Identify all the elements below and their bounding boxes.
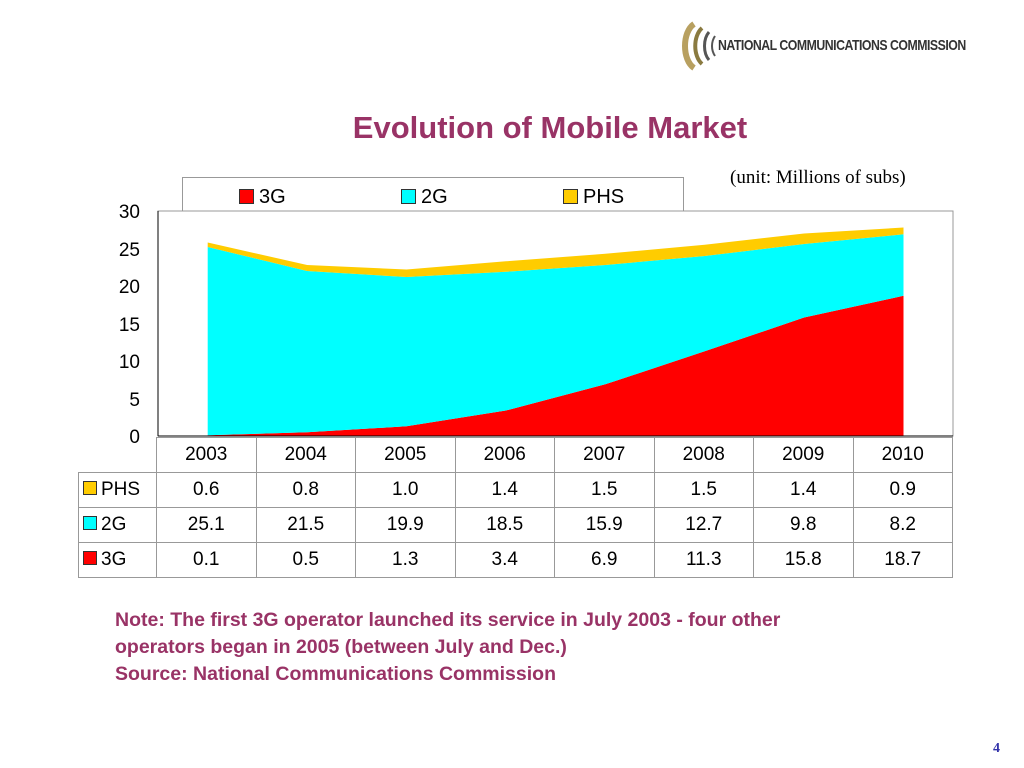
table-cell: 19.9 xyxy=(355,507,456,543)
table-cell: 0.5 xyxy=(255,542,356,578)
table-cell: 18.5 xyxy=(454,507,555,543)
y-tick-label: 25 xyxy=(118,240,140,261)
table-cell: 12.7 xyxy=(653,507,754,543)
legend-swatch-2g xyxy=(401,188,416,204)
y-tick-label: 15 xyxy=(118,315,140,336)
unit-label: (unit: Millions of subs) xyxy=(730,167,906,188)
table-row-3g: 3G 0.1 0.5 1.3 3.4 6.9 11.3 15.8 18.7 xyxy=(78,542,953,578)
legend-swatch-3g xyxy=(239,188,254,204)
y-tick-label: 20 xyxy=(118,277,140,298)
table-cell: 1.0 xyxy=(355,472,456,508)
table-cell: 9.8 xyxy=(753,507,854,543)
page-number: 4 xyxy=(993,741,1000,756)
note-block: Note: The first 3G operator launched its… xyxy=(115,607,975,688)
area-series-2g xyxy=(207,234,904,436)
legend-label-3g: 3G xyxy=(259,186,286,208)
y-tick-label: 30 xyxy=(118,202,140,223)
table-cell: 1.3 xyxy=(355,542,456,578)
legend-label-2g: 2G xyxy=(421,186,448,208)
table-cell: 21.5 xyxy=(255,507,356,543)
year-header: 2006 xyxy=(454,437,555,473)
area-layer xyxy=(207,227,904,436)
row-label: 2G xyxy=(101,514,127,535)
table-cell: 0.6 xyxy=(156,472,257,508)
y-tick-label: 5 xyxy=(129,390,140,411)
year-header: 2003 xyxy=(156,437,257,473)
year-header: 2009 xyxy=(753,437,854,473)
table-cell: 6.9 xyxy=(554,542,655,578)
table-row-phs: PHS 0.6 0.8 1.0 1.4 1.5 1.5 1.4 0.9 xyxy=(78,472,953,508)
row-swatch-2g xyxy=(83,516,97,531)
legend-item-3g: 3G xyxy=(239,186,286,209)
year-header: 2005 xyxy=(355,437,456,473)
area-series-phs xyxy=(207,227,904,277)
source-line: Source: National Communications Commissi… xyxy=(115,663,556,685)
year-header: 2007 xyxy=(554,437,655,473)
logo-text: NATIONAL COMMUNICATIONS COMMISSION xyxy=(718,37,966,54)
note-line: operators began in 2005 (between July an… xyxy=(115,636,567,658)
ncc-logo-icon xyxy=(682,21,716,71)
table-cell: 15.8 xyxy=(753,542,854,578)
table-cell: 8.2 xyxy=(852,507,953,543)
row-label: PHS xyxy=(101,479,141,500)
row-swatch-3g xyxy=(83,551,97,566)
legend-item-2g: 2G xyxy=(401,186,448,209)
table-row-2g: 2G 25.1 21.5 19.9 18.5 15.9 12.7 9.8 8.2 xyxy=(78,507,953,543)
area-series-3g xyxy=(207,295,904,436)
row-swatch-phs xyxy=(83,481,97,496)
year-header: 2008 xyxy=(653,437,754,473)
table-corner xyxy=(78,437,157,473)
legend-label-phs: PHS xyxy=(583,186,625,208)
y-tick-label: 10 xyxy=(118,352,140,373)
table-cell: 3.4 xyxy=(454,542,555,578)
note-line: Note: The first 3G operator launched its… xyxy=(115,609,781,631)
table-cell: 0.8 xyxy=(255,472,356,508)
table-cell: 1.5 xyxy=(554,472,655,508)
table-header-row: 2003 2004 2005 2006 2007 2008 2009 2010 xyxy=(78,437,953,473)
row-header-phs: PHS xyxy=(78,472,157,508)
table-cell: 0.1 xyxy=(156,542,257,578)
table-cell: 11.3 xyxy=(653,542,754,578)
legend-swatch-phs xyxy=(563,188,578,204)
table-cell: 1.5 xyxy=(653,472,754,508)
table-cell: 15.9 xyxy=(554,507,655,543)
table-cell: 1.4 xyxy=(753,472,854,508)
table-cell: 25.1 xyxy=(156,507,257,543)
legend-item-phs: PHS xyxy=(563,186,624,209)
row-header-3g: 3G xyxy=(78,542,157,578)
table-cell: 18.7 xyxy=(852,542,953,578)
slide-title: Evolution of Mobile Market xyxy=(352,110,748,145)
row-header-2g: 2G xyxy=(78,507,157,543)
row-label: 3G xyxy=(101,549,127,570)
data-table: 2003 2004 2005 2006 2007 2008 2009 2010 … xyxy=(78,437,953,578)
year-header: 2010 xyxy=(852,437,953,473)
table-cell: 1.4 xyxy=(454,472,555,508)
table-cell: 0.9 xyxy=(852,472,953,508)
chart-legend: 3G 2G PHS xyxy=(182,177,684,215)
ncc-logo: NATIONAL COMMUNICATIONS COMMISSION xyxy=(680,18,1000,74)
year-header: 2004 xyxy=(255,437,356,473)
